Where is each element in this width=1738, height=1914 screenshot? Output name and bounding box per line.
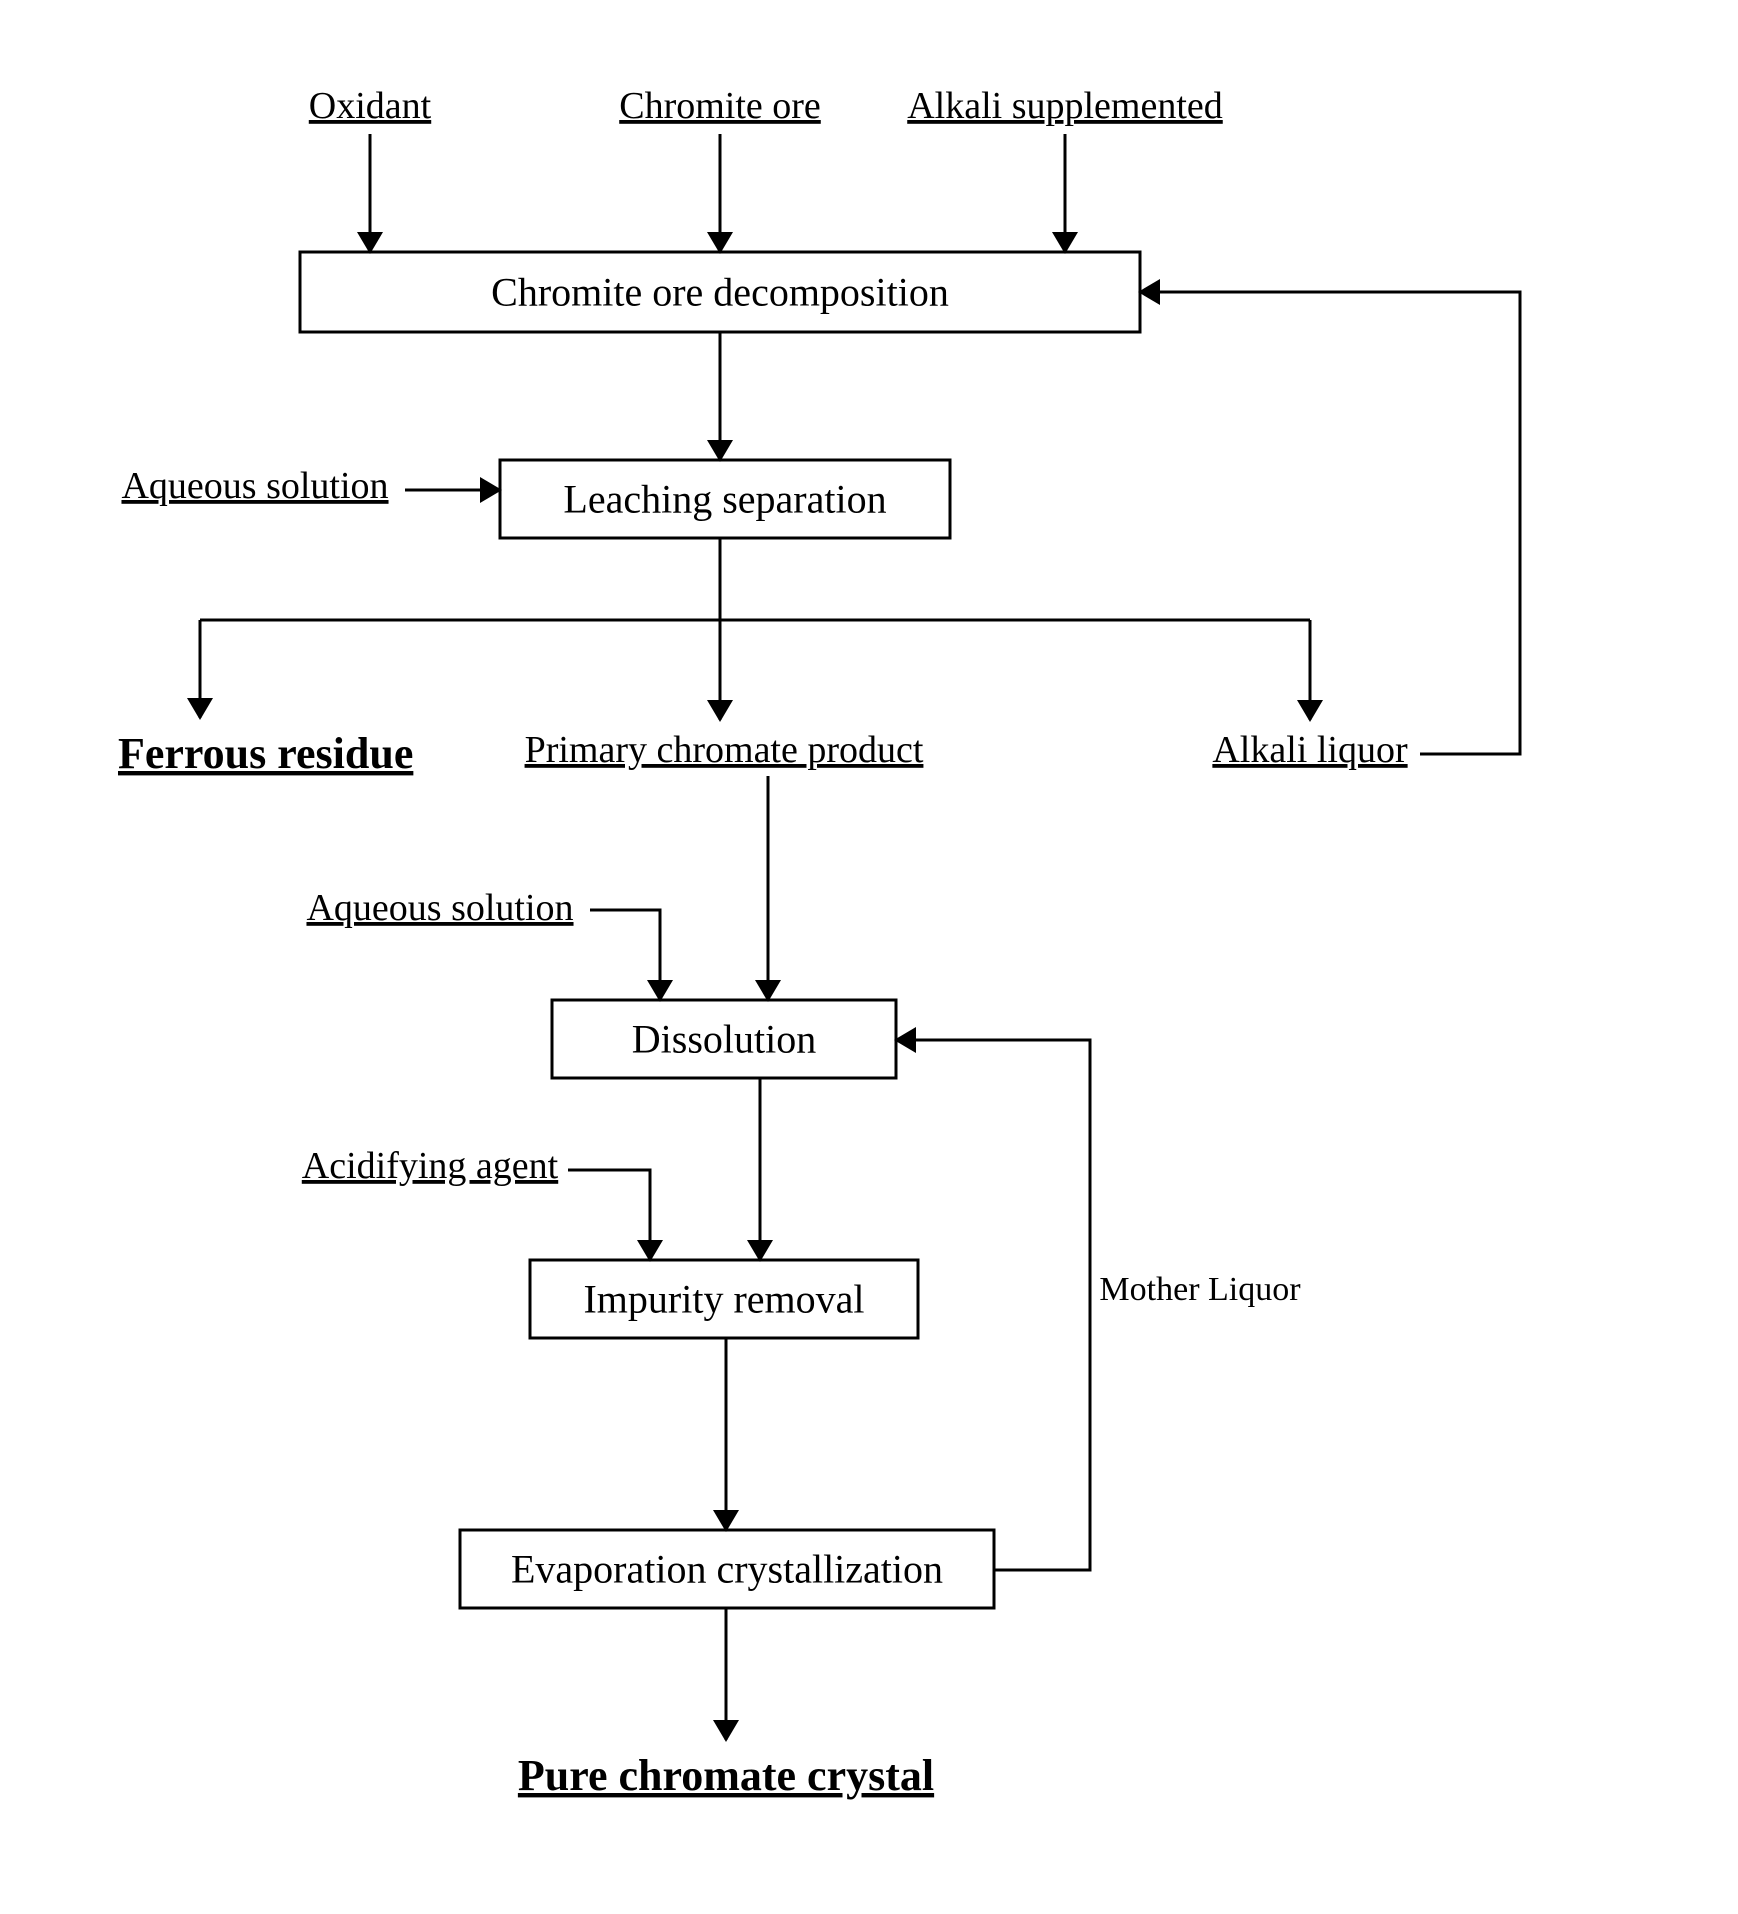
box-label-dissolution: Dissolution <box>632 1017 816 1062</box>
edge-mother-recycle <box>896 1040 1090 1570</box>
box-label-leaching: Leaching separation <box>563 477 886 522</box>
label-pure: Pure chromate crystal <box>518 1751 934 1800</box>
label-chromite_ore: Chromite ore <box>619 85 821 127</box>
edge-aqueous2-to-diss <box>590 910 660 1000</box>
label-primary: Primary chromate product <box>525 729 924 771</box>
label-ferrous: Ferrous residue <box>118 729 413 778</box>
edge-alkali-recycle <box>1140 292 1520 754</box>
box-label-decomposition: Chromite ore decomposition <box>491 270 949 315</box>
edges-layer <box>200 134 1520 1740</box>
flowchart-canvas: Oxidant Chromite ore Alkali supplemented Ch… <box>0 0 1738 1909</box>
box-label-impurity: Impurity removal <box>583 1277 864 1322</box>
nodes-layer: Oxidant Chromite ore Alkali supplemented Ch… <box>118 85 1408 1800</box>
label-mother_liquor: Mother Liquor <box>1099 1271 1301 1308</box>
label-oxidant: Oxidant <box>309 85 432 127</box>
label-aqueous1: Aqueous solution <box>121 465 388 507</box>
edge-acid-to-imp <box>568 1170 650 1260</box>
label-alkali_liquor: Alkali liquor <box>1212 729 1408 771</box>
box-label-evap: Evaporation crystallization <box>511 1547 943 1592</box>
label-acidifying: Acidifying agent <box>302 1145 559 1187</box>
label-aqueous2: Aqueous solution <box>306 887 573 929</box>
label-alkali_supplemented: Alkali supplemented <box>907 85 1223 127</box>
